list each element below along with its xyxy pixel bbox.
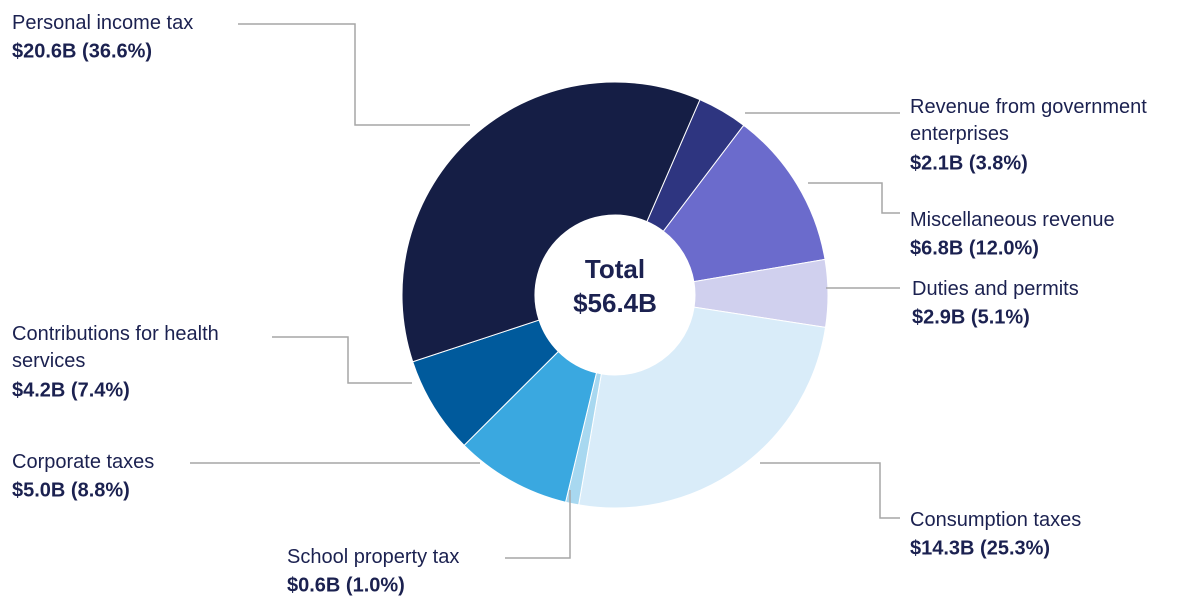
label-line: Personal income tax <box>12 12 193 34</box>
donut <box>401 81 829 509</box>
value-label: $0.6B (1.0%) <box>287 574 405 596</box>
label-line: Miscellaneous revenue <box>910 209 1115 231</box>
label-line: enterprises <box>910 123 1009 145</box>
label-line: School property tax <box>287 546 459 568</box>
slice-label: Contributions for health services <box>12 323 219 372</box>
label-line: Revenue from government <box>910 96 1147 118</box>
value-label: $14.3B (25.3%) <box>910 537 1050 559</box>
value-label: $6.8B (12.0%) <box>910 237 1039 259</box>
label-line: Contributions for health <box>12 323 219 345</box>
slice-label: School property tax <box>287 546 459 568</box>
donut-slice <box>662 124 826 283</box>
leader-line <box>760 462 900 519</box>
leader-line <box>505 490 571 559</box>
slice-label: Miscellaneous revenue <box>910 209 1115 231</box>
leader-line <box>272 336 412 384</box>
leader-line <box>808 182 900 214</box>
center-value: $56.4B <box>573 288 657 318</box>
value-label: $20.6B (36.6%) <box>12 40 152 62</box>
leader-line <box>238 23 470 126</box>
donut-slice <box>578 306 827 509</box>
value-label: $5.0B (8.8%) <box>12 479 130 501</box>
donut-slice <box>401 81 701 363</box>
label-line: services <box>12 350 85 372</box>
value-label: $2.1B (3.8%) <box>910 152 1028 174</box>
center-title: Total <box>585 254 645 284</box>
slice-label: Personal income tax <box>12 12 193 34</box>
slice-label: Duties and permits <box>912 278 1079 300</box>
value-label: $2.9B (5.1%) <box>912 306 1030 328</box>
label-line: Consumption taxes <box>910 509 1081 531</box>
label-line: Duties and permits <box>912 278 1079 300</box>
slice-label: Consumption taxes <box>910 509 1081 531</box>
slice-label: Revenue from government enterprises <box>910 96 1147 145</box>
slice-label: Corporate taxes <box>12 451 154 473</box>
label-line: Corporate taxes <box>12 451 154 473</box>
value-label: $4.2B (7.4%) <box>12 379 130 401</box>
